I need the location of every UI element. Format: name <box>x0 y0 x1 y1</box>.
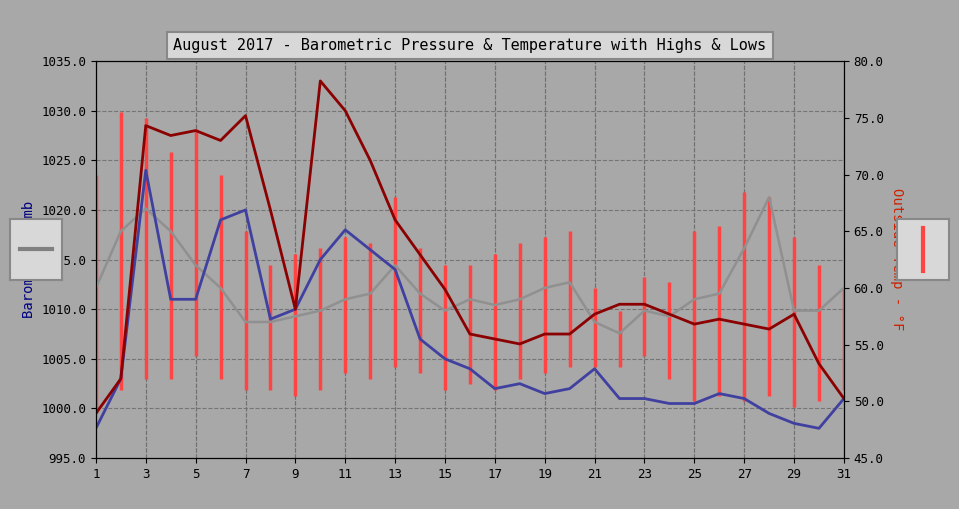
Y-axis label: Outside Temp - °F: Outside Temp - °F <box>891 188 904 331</box>
Title: August 2017 - Barometric Pressure & Temperature with Highs & Lows: August 2017 - Barometric Pressure & Temp… <box>174 38 766 53</box>
Y-axis label: Barometer - mb: Barometer - mb <box>22 201 35 318</box>
